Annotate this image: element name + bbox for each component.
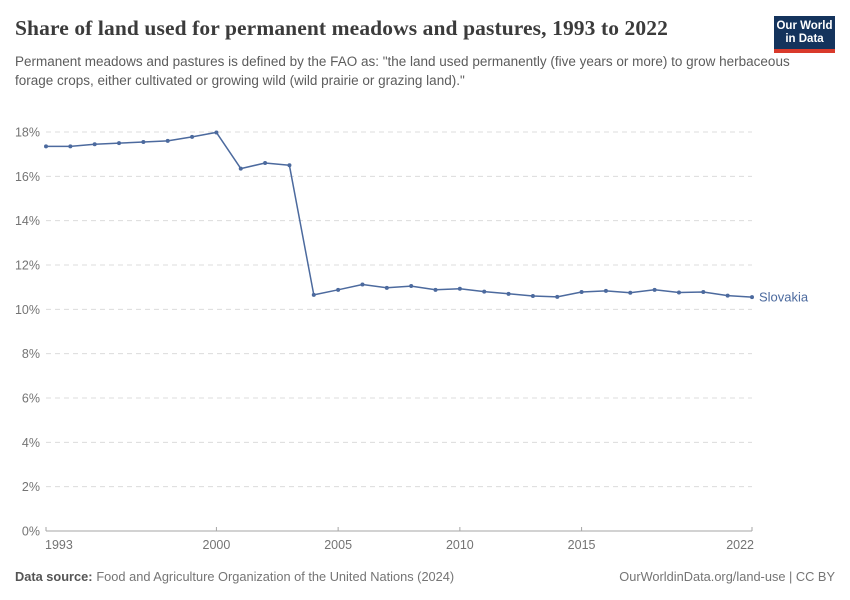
data-point-marker[interactable] (433, 287, 438, 292)
page-title: Share of land used for permanent meadows… (15, 16, 668, 40)
owid-logo-line2: in Data (785, 32, 824, 45)
data-point-marker[interactable] (117, 141, 122, 146)
data-point-marker[interactable] (750, 295, 754, 300)
chart-footer: Data source: Food and Agriculture Organiz… (15, 569, 835, 585)
x-axis-tick-label: 2010 (446, 538, 474, 552)
data-point-marker[interactable] (141, 139, 146, 144)
y-axis-tick-label: 4% (22, 436, 40, 450)
data-point-marker[interactable] (360, 282, 365, 287)
data-point-marker[interactable] (336, 287, 341, 292)
data-point-marker[interactable] (287, 163, 292, 168)
data-point-marker[interactable] (676, 290, 681, 295)
series-end-label[interactable]: Slovakia (759, 290, 809, 305)
data-point-marker[interactable] (409, 284, 414, 289)
data-point-marker[interactable] (506, 291, 511, 296)
x-axis-tick-label: 2022 (726, 538, 754, 552)
data-point-marker[interactable] (555, 294, 560, 299)
data-point-marker[interactable] (238, 166, 243, 171)
data-source-label: Data source: (15, 569, 93, 584)
y-axis-tick-label: 2% (22, 480, 40, 494)
x-axis-tick-label: 2015 (568, 538, 596, 552)
owid-logo[interactable]: Our World in Data (774, 16, 835, 53)
data-point-marker[interactable] (311, 292, 316, 297)
data-point-marker[interactable] (190, 134, 195, 139)
chart-header: Share of land used for permanent meadows… (15, 14, 835, 90)
data-point-marker[interactable] (68, 144, 73, 149)
data-point-marker[interactable] (482, 289, 487, 294)
y-axis-tick-label: 18% (15, 126, 40, 140)
owid-logo-line1: Our World (776, 19, 833, 32)
data-point-marker[interactable] (603, 288, 608, 293)
data-point-marker[interactable] (457, 286, 462, 291)
y-axis-tick-label: 8% (22, 347, 40, 361)
data-source: Data source: Food and Agriculture Organiz… (15, 569, 454, 585)
x-axis-tick-label: 1993 (45, 538, 73, 552)
data-point-marker[interactable] (725, 293, 730, 298)
data-point-marker[interactable] (92, 142, 97, 147)
data-point-marker[interactable] (652, 287, 657, 292)
data-point-marker[interactable] (628, 290, 633, 295)
data-point-marker[interactable] (530, 294, 535, 299)
x-axis-tick-label: 2000 (203, 538, 231, 552)
data-source-text: Food and Agriculture Organization of the… (96, 569, 455, 584)
data-point-marker[interactable] (44, 144, 48, 149)
owid-license-link[interactable]: OurWorldinData.org/land-use | CC BY (619, 569, 835, 584)
y-axis-tick-label: 14% (15, 214, 40, 228)
data-point-marker[interactable] (701, 290, 706, 295)
y-axis-tick-label: 0% (22, 525, 40, 539)
data-point-marker[interactable] (165, 138, 170, 143)
x-axis-tick-label: 2005 (324, 538, 352, 552)
data-point-marker[interactable] (214, 130, 219, 135)
y-axis-tick-label: 12% (15, 259, 40, 273)
data-point-marker[interactable] (263, 161, 268, 166)
y-axis-tick-label: 6% (22, 392, 40, 406)
series-line[interactable] (46, 131, 753, 298)
data-point-marker[interactable] (579, 290, 584, 295)
data-point-marker[interactable] (384, 285, 389, 290)
y-axis-tick-label: 10% (15, 303, 40, 317)
y-axis-tick-label: 16% (15, 170, 40, 184)
chart-subtitle: Permanent meadows and pastures is define… (15, 54, 790, 88)
